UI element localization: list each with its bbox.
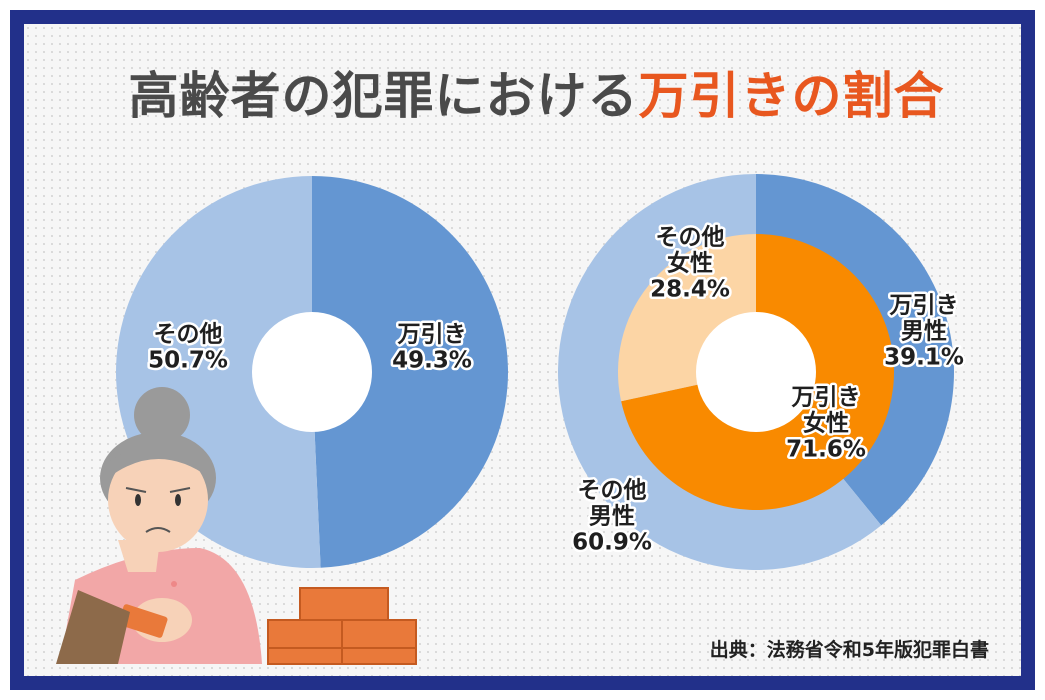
chart1-label-shoplifting-line-1: 49.3% <box>392 348 472 374</box>
chart2-label-female-shoplifting-line-0: 万引き <box>792 385 861 411</box>
chart2-hole <box>696 312 816 432</box>
chart2-label-male-shoplifting-line-2: 39.1% <box>884 345 964 371</box>
chart2-label-male-other-line-0: その他 <box>578 478 647 504</box>
page-title: 高齢者の犯罪における万引きの割合 <box>24 66 1021 126</box>
title-accent: 万引きの割合 <box>638 67 945 125</box>
chart2-label-male-other-line-2: 60.9% <box>572 530 652 556</box>
chart1-label-other-line-0: その他 <box>154 322 223 348</box>
source-citation: 出典：法務省令和5年版犯罪白書 <box>709 639 989 661</box>
chart2-label-male-shoplifting-line-0: 万引き <box>890 293 959 319</box>
title-main: 高齢者の犯罪における <box>128 67 639 125</box>
chart1-label-other-line-1: 50.7% <box>148 348 228 374</box>
chart2-label-male-shoplifting-line-1: 男性 <box>901 319 947 345</box>
chart2-label-female-other-line-0: その他 <box>656 225 725 251</box>
chart2-label-female-other-line-1: 女性 <box>667 250 713 277</box>
chart2-label-female-shoplifting-line-1: 女性 <box>803 410 849 437</box>
boxes-illustration <box>267 587 417 665</box>
chart2-label-female-other-line-2: 28.4% <box>650 277 730 303</box>
chart1-label-shoplifting-line-0: 万引き <box>398 322 467 348</box>
chart1-slice-0 <box>312 176 508 568</box>
woman-figure <box>56 387 262 664</box>
chart1-hole <box>252 312 372 432</box>
chart2-label-male-other-line-1: 男性 <box>589 504 635 530</box>
chart2-label-female-shoplifting-line-2: 71.6% <box>786 437 866 463</box>
